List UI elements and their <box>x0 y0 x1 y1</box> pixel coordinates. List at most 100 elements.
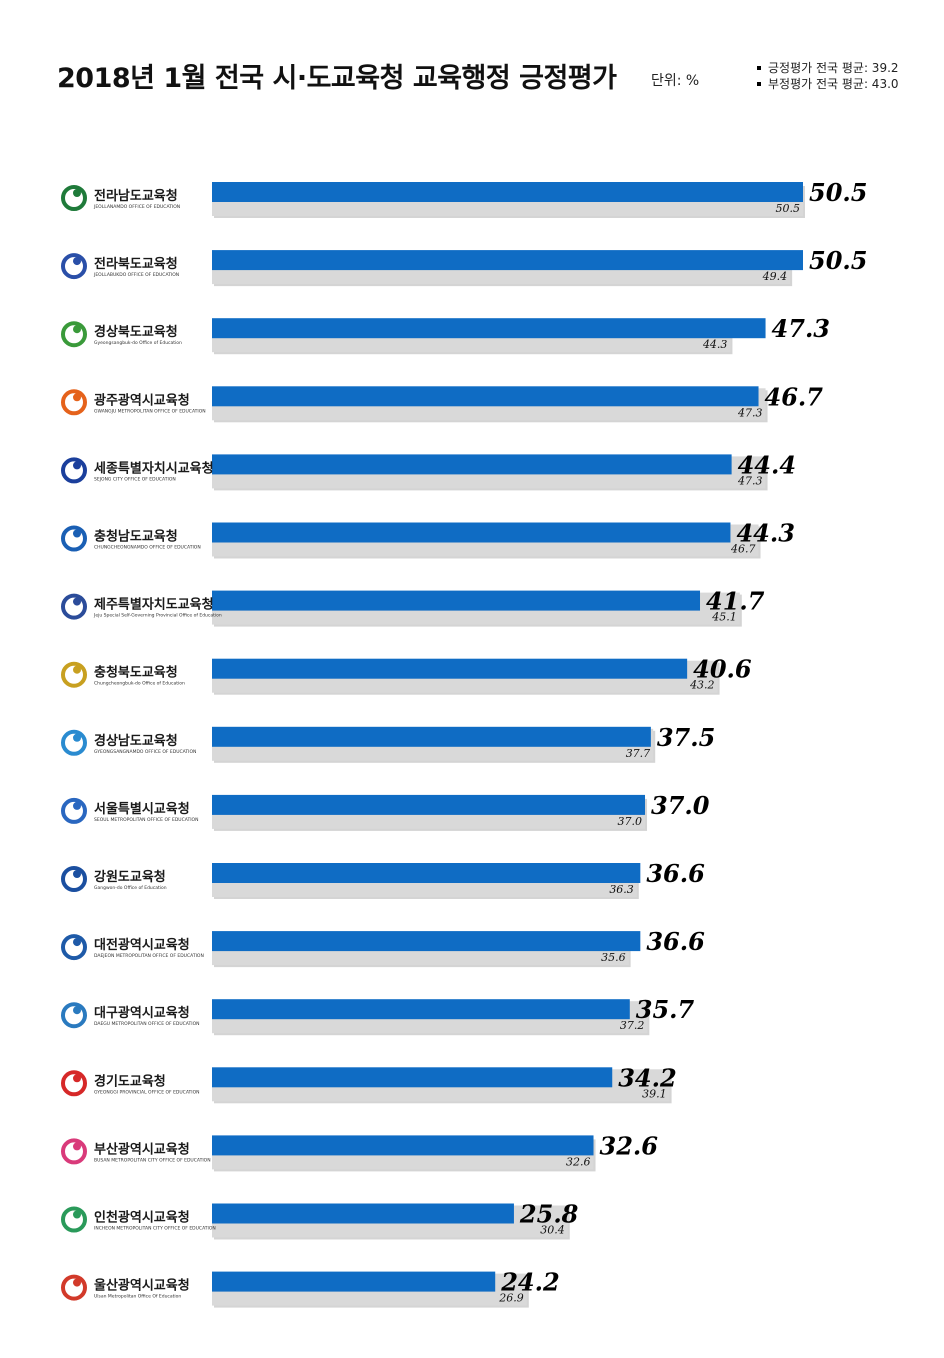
negative-value-label: 30.4 <box>540 1224 565 1237</box>
logo-dot-icon <box>73 597 81 606</box>
positive-bar <box>212 726 651 747</box>
office-name: 부산광역시교육청 <box>94 1141 190 1157</box>
positive-value-label: 50.5 <box>809 246 867 275</box>
logo-emblem-icon <box>61 1002 87 1029</box>
logo-dot-icon <box>73 665 81 674</box>
legend: 긍정평가 전국 평균: 39.2 부정평가 전국 평균: 43.0 <box>757 60 899 92</box>
negative-value-label: 47.3 <box>737 406 763 419</box>
positive-value-label: 40.6 <box>693 655 752 684</box>
positive-value-label: 41.7 <box>706 587 765 616</box>
logo-emblem-icon <box>61 729 87 756</box>
positive-value-label: 34.2 <box>618 1063 676 1092</box>
logo-emblem-icon <box>61 1274 87 1301</box>
positive-bar <box>212 250 803 271</box>
office-name: 대구광역시교육청 <box>94 1005 190 1021</box>
logo-dot-icon <box>73 1006 81 1015</box>
positive-bar <box>212 863 641 883</box>
positive-bar <box>212 931 641 952</box>
office-name-english: Ulsan Metropolitan Office Of Education <box>94 1294 181 1300</box>
office-name-english: Chungcheongbuk-do Office of Education <box>94 681 185 687</box>
positive-value-label: 46.7 <box>765 382 824 411</box>
positive-value-label: 25.8 <box>519 1200 579 1229</box>
logo-dot-icon <box>73 801 81 810</box>
positive-value-label: 47.3 <box>772 314 830 343</box>
office-name: 울산광역시교육청 <box>94 1278 190 1294</box>
office-name: 경상북도교육청 <box>94 324 178 340</box>
logo-emblem-icon <box>61 253 87 280</box>
negative-value-label: 36.3 <box>609 883 634 896</box>
positive-bar <box>212 454 732 475</box>
logo-emblem-icon <box>61 934 87 961</box>
office-name-english: GYEONGGI PROVINCIAL OFFICE OF EDUCATION <box>94 1089 200 1095</box>
office-name: 제주특별자치도교육청 <box>94 597 214 613</box>
negative-value-label: 26.9 <box>498 1292 524 1305</box>
logo-dot-icon <box>73 870 81 878</box>
logo-emblem-icon <box>61 866 87 892</box>
logo-dot-icon <box>73 938 81 947</box>
negative-value-label: 46.7 <box>730 543 756 556</box>
logo-dot-icon <box>73 1210 81 1219</box>
office-name-english: DAEGU METROPOLITAN OFFICE OF EDUCATION <box>94 1021 200 1027</box>
legend-positive-average: 긍정평가 전국 평균: 39.2 <box>757 60 899 76</box>
office-name-english: GWANGJU METROPOLITAN OFFICE OF EDUCATION <box>94 408 206 414</box>
office-name-english: JEOLLANAMDO OFFICE OF EDUCATION <box>93 204 180 210</box>
office-name: 전라북도교육청 <box>94 256 178 272</box>
logo-dot-icon <box>73 1278 81 1287</box>
logo-dot-icon <box>73 189 81 197</box>
positive-value-label: 35.7 <box>636 995 695 1024</box>
negative-value-label: 47.3 <box>737 474 763 487</box>
negative-value-label: 37.2 <box>620 1019 645 1032</box>
office-name-english: DAEJEON METROPOLITAN OFFICE OF EDUCATION <box>94 953 204 959</box>
office-name: 경상남도교육청 <box>94 733 178 749</box>
positive-bar <box>212 1203 514 1224</box>
office-name-english: SEJONG CITY OFFICE OF EDUCATION <box>94 476 176 482</box>
logo-emblem-icon <box>61 185 87 211</box>
logo-emblem-icon <box>61 457 87 484</box>
legend-negative-average: 부정평가 전국 평균: 43.0 <box>757 76 899 92</box>
logo-emblem-icon <box>61 321 87 348</box>
positive-value-label: 36.6 <box>646 859 705 888</box>
logo-dot-icon <box>73 393 81 402</box>
logo-dot-icon <box>73 1074 81 1083</box>
positive-bar <box>212 318 766 339</box>
negative-value-label: 32.6 <box>566 1155 591 1168</box>
logo-dot-icon <box>73 325 81 334</box>
unit-label: 단위: % <box>651 73 700 89</box>
negative-value-label: 50.5 <box>776 202 801 215</box>
positive-value-label: 36.6 <box>646 927 705 956</box>
office-name: 세종특별자치시교육청 <box>94 460 214 476</box>
office-name: 서울특별시교육청 <box>94 801 190 817</box>
logo-emblem-icon <box>61 661 87 688</box>
positive-bar <box>212 658 688 679</box>
positive-value-label: 44.3 <box>736 519 794 548</box>
office-name-english: GYEONGSANGNAMDO OFFICE OF EDUCATION <box>94 749 196 755</box>
office-name: 전라남도교육청 <box>94 188 178 204</box>
logo-emblem-icon <box>61 525 87 552</box>
negative-value-label: 44.3 <box>702 338 728 351</box>
office-name-english: SEOUL METROPOLITAN OFFICE OF EDUCATION <box>94 817 198 823</box>
positive-value-label: 24.2 <box>500 1268 559 1297</box>
